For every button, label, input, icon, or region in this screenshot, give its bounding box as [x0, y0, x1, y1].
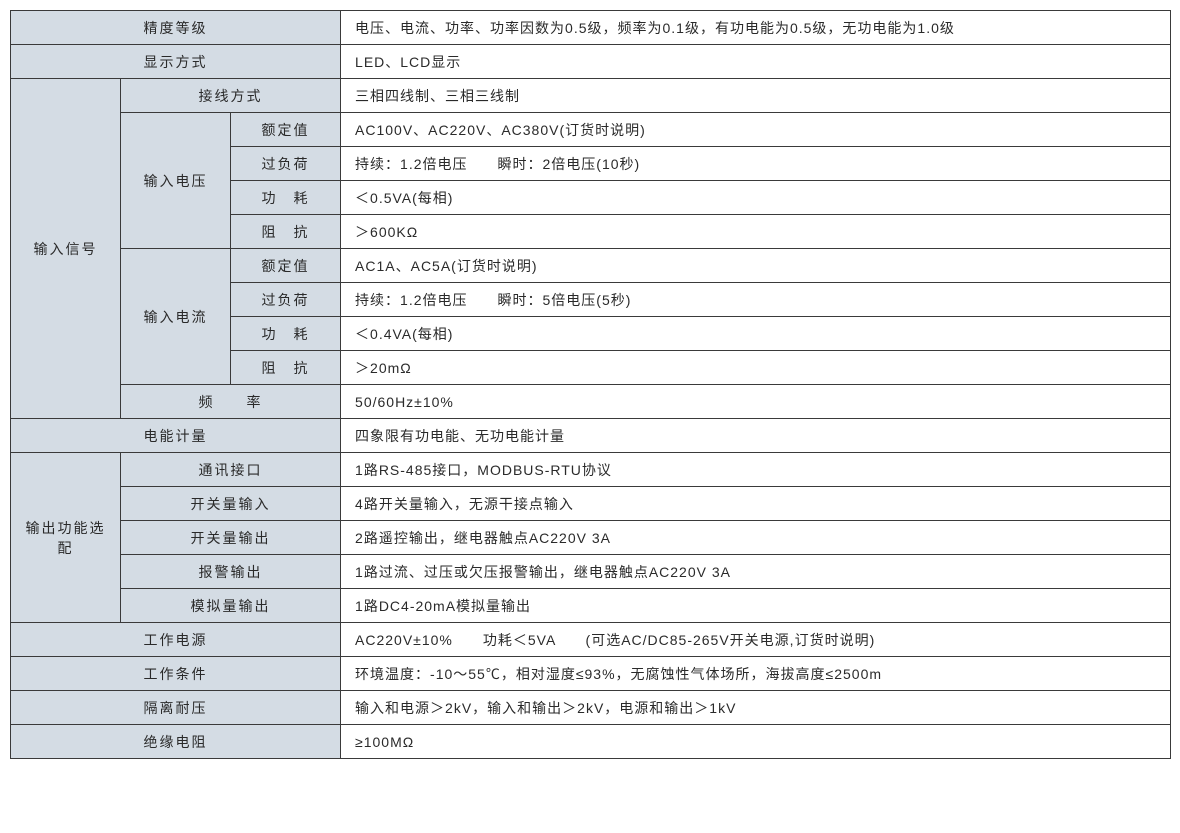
- table-row: 模拟量输出 1路DC4-20mA模拟量输出: [11, 589, 1171, 623]
- label-frequency: 频 率: [121, 385, 341, 419]
- label-comm: 通讯接口: [121, 453, 341, 487]
- value-voltage-rated: AC100V、AC220V、AC380V(订货时说明): [341, 113, 1171, 147]
- value-current-power: ＜0.4VA(每相): [341, 317, 1171, 351]
- value-alarm: 1路过流、过压或欠压报警输出，继电器触点AC220V 3A: [341, 555, 1171, 589]
- label-wiring: 接线方式: [121, 79, 341, 113]
- table-row: 显示方式 LED、LCD显示: [11, 45, 1171, 79]
- label-voltage: 输入电压: [121, 113, 231, 249]
- label-current-power: 功 耗: [231, 317, 341, 351]
- table-row: 电能计量 四象限有功电能、无功电能计量: [11, 419, 1171, 453]
- table-row: 输入电流 额定值 AC1A、AC5A(订货时说明): [11, 249, 1171, 283]
- label-insulation: 绝缘电阻: [11, 725, 341, 759]
- value-analog: 1路DC4-20mA模拟量输出: [341, 589, 1171, 623]
- label-output: 输出功能选配: [11, 453, 121, 623]
- table-row: 频 率 50/60Hz±10%: [11, 385, 1171, 419]
- label-power: 工作电源: [11, 623, 341, 657]
- table-row: 输入信号 接线方式 三相四线制、三相三线制: [11, 79, 1171, 113]
- value-voltage-impedance: ＞600KΩ: [341, 215, 1171, 249]
- label-display: 显示方式: [11, 45, 341, 79]
- table-row: 精度等级 电压、电流、功率、功率因数为0.5级，频率为0.1级，有功电能为0.5…: [11, 11, 1171, 45]
- table-row: 输入电压 额定值 AC100V、AC220V、AC380V(订货时说明): [11, 113, 1171, 147]
- table-row: 报警输出 1路过流、过压或欠压报警输出，继电器触点AC220V 3A: [11, 555, 1171, 589]
- table-row: 绝缘电阻 ≥100MΩ: [11, 725, 1171, 759]
- value-isolation: 输入和电源＞2kV，输入和输出＞2kV，电源和输出＞1kV: [341, 691, 1171, 725]
- table-row: 输出功能选配 通讯接口 1路RS-485接口，MODBUS-RTU协议: [11, 453, 1171, 487]
- table-row: 工作电源 AC220V±10% 功耗＜5VA (可选AC/DC85-265V开关…: [11, 623, 1171, 657]
- label-current-rated: 额定值: [231, 249, 341, 283]
- label-energy: 电能计量: [11, 419, 341, 453]
- value-current-impedance: ＞20mΩ: [341, 351, 1171, 385]
- value-insulation: ≥100MΩ: [341, 725, 1171, 759]
- label-di: 开关量输入: [121, 487, 341, 521]
- value-comm: 1路RS-485接口，MODBUS-RTU协议: [341, 453, 1171, 487]
- spec-table: 精度等级 电压、电流、功率、功率因数为0.5级，频率为0.1级，有功电能为0.5…: [10, 10, 1171, 759]
- table-row: 工作条件 环境温度：-10～55℃，相对湿度≤93%，无腐蚀性气体场所，海拔高度…: [11, 657, 1171, 691]
- label-alarm: 报警输出: [121, 555, 341, 589]
- label-do: 开关量输出: [121, 521, 341, 555]
- value-wiring: 三相四线制、三相三线制: [341, 79, 1171, 113]
- value-display: LED、LCD显示: [341, 45, 1171, 79]
- label-voltage-overload: 过负荷: [231, 147, 341, 181]
- value-accuracy: 电压、电流、功率、功率因数为0.5级，频率为0.1级，有功电能为0.5级，无功电…: [341, 11, 1171, 45]
- value-current-overload: 持续：1.2倍电压 瞬时：5倍电压(5秒): [341, 283, 1171, 317]
- value-energy: 四象限有功电能、无功电能计量: [341, 419, 1171, 453]
- value-current-rated: AC1A、AC5A(订货时说明): [341, 249, 1171, 283]
- label-isolation: 隔离耐压: [11, 691, 341, 725]
- label-analog: 模拟量输出: [121, 589, 341, 623]
- value-di: 4路开关量输入，无源干接点输入: [341, 487, 1171, 521]
- label-current-overload: 过负荷: [231, 283, 341, 317]
- label-voltage-power: 功 耗: [231, 181, 341, 215]
- table-row: 开关量输入 4路开关量输入，无源干接点输入: [11, 487, 1171, 521]
- table-row: 隔离耐压 输入和电源＞2kV，输入和输出＞2kV，电源和输出＞1kV: [11, 691, 1171, 725]
- label-accuracy: 精度等级: [11, 11, 341, 45]
- value-frequency: 50/60Hz±10%: [341, 385, 1171, 419]
- value-voltage-power: ＜0.5VA(每相): [341, 181, 1171, 215]
- label-voltage-impedance: 阻 抗: [231, 215, 341, 249]
- label-voltage-rated: 额定值: [231, 113, 341, 147]
- label-current: 输入电流: [121, 249, 231, 385]
- label-current-impedance: 阻 抗: [231, 351, 341, 385]
- table-row: 开关量输出 2路遥控输出，继电器触点AC220V 3A: [11, 521, 1171, 555]
- label-input-signal: 输入信号: [11, 79, 121, 419]
- label-condition: 工作条件: [11, 657, 341, 691]
- value-condition: 环境温度：-10～55℃，相对湿度≤93%，无腐蚀性气体场所，海拔高度≤2500…: [341, 657, 1171, 691]
- value-power: AC220V±10% 功耗＜5VA (可选AC/DC85-265V开关电源,订货…: [341, 623, 1171, 657]
- value-do: 2路遥控输出，继电器触点AC220V 3A: [341, 521, 1171, 555]
- value-voltage-overload: 持续：1.2倍电压 瞬时：2倍电压(10秒): [341, 147, 1171, 181]
